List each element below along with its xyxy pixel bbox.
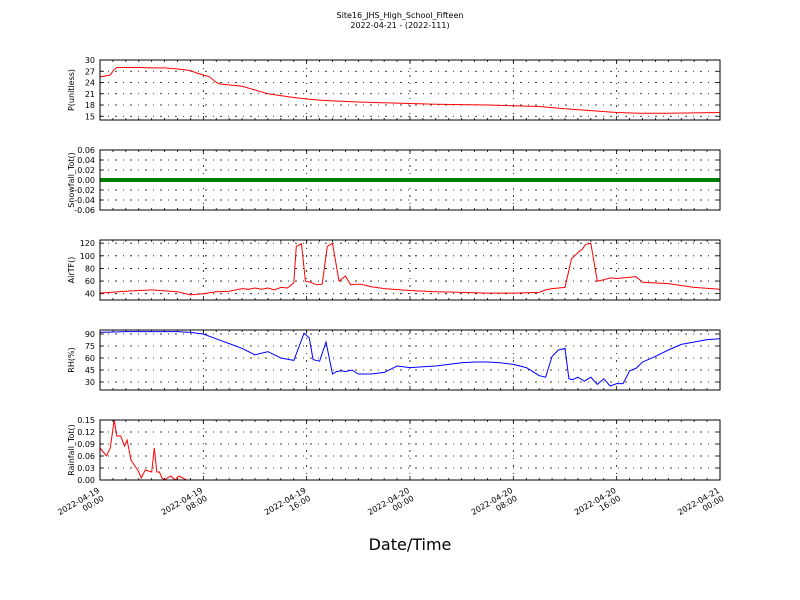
plot-frame bbox=[99, 149, 721, 211]
y-tick-label: 0.06 bbox=[77, 146, 95, 155]
y-tick-label: 75 bbox=[85, 342, 95, 351]
y-tick-label: -0.06 bbox=[74, 206, 95, 215]
y-tick-label: 90 bbox=[85, 330, 95, 339]
chart-panel-2: -0.06-0.04-0.020.000.020.040.06Snowfall_… bbox=[67, 146, 721, 215]
y-tick-label: 120 bbox=[80, 239, 95, 248]
chart-panel-4: 30 45 60 75 90 RH(%) bbox=[67, 329, 721, 391]
y-tick-label: -0.04 bbox=[74, 196, 95, 205]
y-axis-label: Rainfall_Tot() bbox=[67, 424, 76, 476]
y-tick-label: 100 bbox=[80, 252, 95, 261]
series-line bbox=[99, 67, 721, 114]
y-axis-label: RH(%) bbox=[67, 347, 76, 372]
x-tick-label: 2022-04-1916:00 bbox=[263, 486, 312, 525]
series-line bbox=[99, 242, 721, 296]
x-tick-label: 2022-04-1908:00 bbox=[160, 486, 209, 525]
plot-frame bbox=[99, 59, 721, 121]
y-tick-label: 40 bbox=[85, 290, 95, 299]
y-tick-label: 60 bbox=[85, 277, 95, 286]
figure-title: Site16_JHS_High_School_Fifteen bbox=[336, 11, 464, 20]
plot-frame bbox=[99, 239, 721, 301]
y-tick-label: 0.02 bbox=[77, 166, 95, 175]
y-tick-label: 0.06 bbox=[77, 452, 95, 461]
chart-panel-3: 40 60 80 100 120 AirTF() bbox=[67, 239, 721, 301]
x-tick-label: 2022-04-2000:00 bbox=[366, 486, 415, 525]
y-tick-label: 15 bbox=[85, 112, 95, 121]
x-tick-label: 2022-04-2008:00 bbox=[470, 486, 519, 525]
y-tick-label: 0.04 bbox=[77, 156, 95, 165]
y-axis-label: P(unitless) bbox=[67, 69, 76, 111]
chart-panel-1: 15 18 21 24 27 30 P(unitless) bbox=[67, 56, 721, 121]
x-axis-label: Date/Time bbox=[369, 535, 452, 554]
y-tick-label: 0.12 bbox=[77, 428, 95, 437]
y-tick-label: 21 bbox=[85, 90, 95, 99]
figure-subtitle: 2022-04-21 - (2022-111) bbox=[350, 21, 450, 30]
y-tick-label: 30 bbox=[85, 56, 95, 65]
y-tick-label: 0.03 bbox=[77, 464, 95, 473]
y-tick-label: 24 bbox=[85, 79, 95, 88]
y-tick-label: 80 bbox=[85, 264, 95, 273]
y-tick-label: 0.09 bbox=[77, 440, 95, 449]
plot-frame bbox=[99, 329, 721, 391]
y-axis-label: AirTF() bbox=[67, 257, 76, 284]
y-tick-label: -0.02 bbox=[74, 186, 95, 195]
x-tick-label: 2022-04-2016:00 bbox=[573, 486, 622, 525]
x-tick-label: 2022-04-2100:00 bbox=[676, 486, 725, 525]
y-axis-label: Snowfall_Tot() bbox=[67, 152, 76, 208]
y-tick-label: 60 bbox=[85, 354, 95, 363]
y-tick-label: 18 bbox=[85, 101, 95, 110]
y-tick-label: 27 bbox=[85, 67, 95, 76]
series-line bbox=[99, 331, 721, 387]
y-tick-label: 45 bbox=[85, 366, 95, 375]
x-tick-label: 2022-04-1900:00 bbox=[56, 486, 105, 525]
y-tick-label: 0.00 bbox=[77, 476, 95, 485]
y-tick-label: 0.00 bbox=[77, 176, 95, 185]
y-tick-label: 30 bbox=[85, 378, 95, 387]
y-tick-label: 0.15 bbox=[77, 416, 95, 425]
plot-frame bbox=[99, 419, 721, 481]
